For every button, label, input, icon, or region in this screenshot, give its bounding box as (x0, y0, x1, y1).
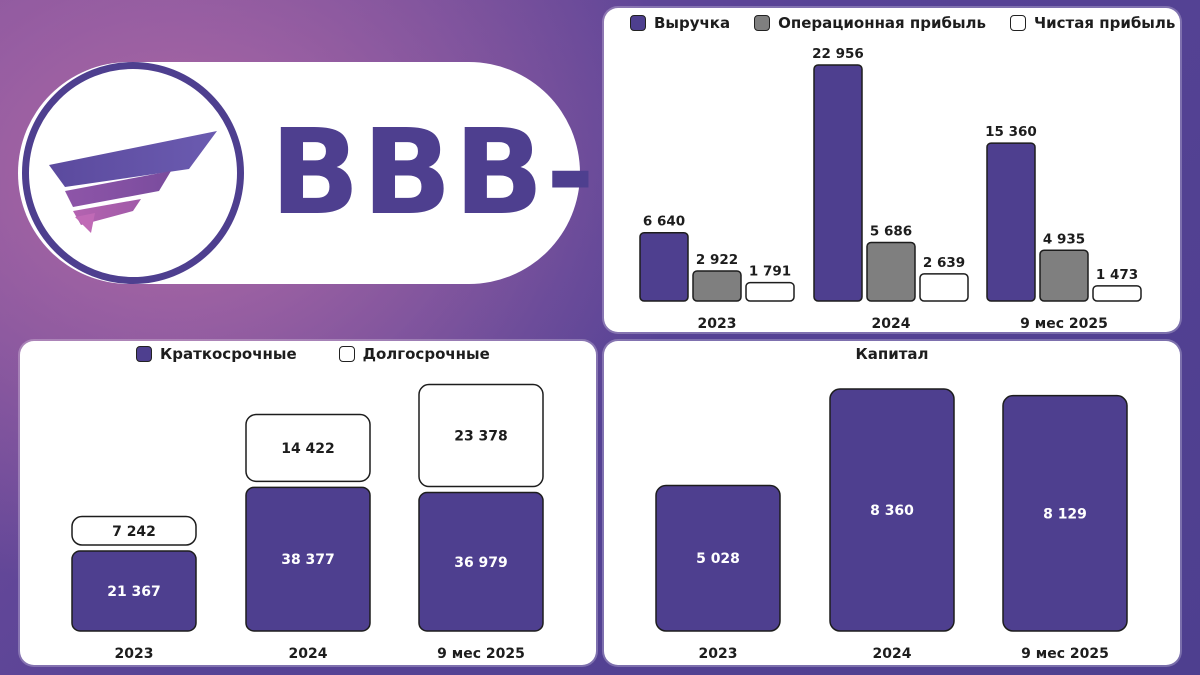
capital-bar-chart: 5 028 2023 8 360 2024 8 129 9 мес 2025 (655, 388, 1128, 662)
legend-swatch-operating-profit (754, 15, 771, 31)
data-label-capital-9-мес-2025: 8 129 (1043, 506, 1087, 522)
legend-swatch-long-term (338, 346, 355, 362)
data-label-short-term-9-мес-2025: 36 979 (454, 555, 508, 571)
x-tick-label-2024: 2024 (873, 646, 912, 662)
bar-revenue-9-мес-2025 (986, 142, 1036, 302)
bar-long-term-2024 (245, 413, 371, 483)
credit-rating: BBB- (270, 103, 597, 241)
data-label-net-profit-2023: 1 791 (749, 264, 791, 280)
bar-capital-2023 (655, 484, 781, 632)
bar-operating-profit-2024 (866, 241, 916, 302)
legend-label-short-term: Краткосрочные (160, 345, 297, 363)
debt-legend: Краткосрочные Долгосрочные (136, 345, 490, 363)
legend-label-net-profit: Чистая прибыль (1034, 14, 1176, 32)
x-tick-label-9-мес-2025: 9 мес 2025 (1020, 316, 1108, 332)
bar-operating-profit-2023 (692, 270, 742, 302)
wing-logo-icon (49, 131, 217, 233)
data-label-operating-profit-2024: 5 686 (870, 224, 912, 240)
bar-capital-2024 (829, 388, 955, 632)
income-legend: Выручка Операционная прибыль Чистая приб… (630, 14, 1175, 32)
legend-label-revenue: Выручка (654, 14, 731, 32)
legend-swatch-net-profit (1010, 15, 1027, 31)
bar-net-profit-2024 (919, 273, 969, 302)
x-tick-label-9-мес-2025: 9 мес 2025 (1021, 646, 1109, 662)
bar-short-term-2024 (245, 486, 371, 632)
capital-title: Капитал (855, 345, 929, 363)
capital-chart-panel: Капитал 5 028 2023 8 360 2024 8 129 9 мес 202… (604, 341, 1180, 665)
data-label-capital-2023: 5 028 (696, 551, 740, 567)
x-tick-label-2023: 2023 (698, 316, 737, 332)
bar-long-term-9-мес-2025 (418, 383, 544, 488)
debt-bar-chart: 21 367 7 242 2023 38 377 14 422 2024 36 979 23 … (71, 383, 544, 662)
data-label-capital-2024: 8 360 (870, 503, 914, 519)
data-label-short-term-2024: 38 377 (281, 552, 335, 568)
legend-swatch-revenue (630, 15, 646, 31)
legend-label-operating-profit: Операционная прибыль (778, 14, 987, 32)
x-tick-label-2023: 2023 (115, 646, 154, 662)
data-label-net-profit-2024: 2 639 (923, 255, 965, 271)
data-label-long-term-2023: 7 242 (112, 524, 156, 540)
bar-short-term-2023 (71, 550, 197, 632)
x-tick-label-9-мес-2025: 9 мес 2025 (437, 646, 525, 662)
data-label-short-term-2023: 21 367 (107, 584, 161, 600)
data-label-net-profit-9-мес-2025: 1 473 (1096, 267, 1138, 283)
bar-short-term-9-мес-2025 (418, 491, 544, 632)
company-logo (22, 62, 244, 284)
income-bar-chart: 6 640 2 922 1 791 2023 22 956 5 686 2 639 2024 1… (639, 46, 1142, 332)
data-label-long-term-9-мес-2025: 23 378 (454, 429, 508, 445)
bar-long-term-2023 (71, 515, 197, 546)
data-label-revenue-2024: 22 956 (812, 46, 864, 62)
x-tick-label-2023: 2023 (699, 646, 738, 662)
data-label-revenue-2023: 6 640 (643, 214, 685, 230)
bar-operating-profit-9-мес-2025 (1039, 249, 1089, 302)
data-label-long-term-2024: 14 422 (281, 441, 335, 457)
debt-chart-panel: Краткосрочные Долгосрочные 21 367 7 242 20… (20, 341, 596, 665)
bar-capital-9-мес-2025 (1002, 394, 1128, 632)
income-chart-panel: Выручка Операционная прибыль Чистая приб… (604, 8, 1180, 332)
data-label-operating-profit-9-мес-2025: 4 935 (1043, 231, 1085, 247)
bar-revenue-2024 (813, 64, 863, 302)
bar-net-profit-9-мес-2025 (1092, 285, 1142, 302)
data-label-revenue-9-мес-2025: 15 360 (985, 124, 1037, 140)
legend-swatch-short-term (136, 346, 152, 362)
x-tick-label-2024: 2024 (289, 646, 328, 662)
bar-net-profit-2023 (745, 281, 795, 302)
bar-revenue-2023 (639, 231, 689, 302)
legend-label-long-term: Долгосрочные (362, 345, 490, 363)
x-tick-label-2024: 2024 (872, 316, 911, 332)
data-label-operating-profit-2023: 2 922 (696, 252, 738, 268)
